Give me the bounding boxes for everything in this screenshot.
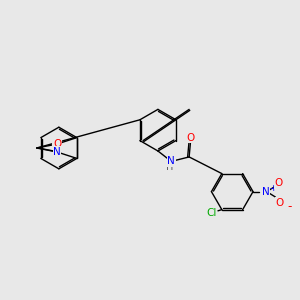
Text: O: O (187, 133, 195, 142)
Text: H: H (166, 162, 173, 172)
Text: N: N (262, 187, 269, 196)
Text: O: O (53, 139, 61, 149)
Text: Cl: Cl (206, 208, 217, 218)
Text: -: - (287, 200, 292, 213)
Text: +: + (269, 184, 277, 193)
Text: N: N (167, 156, 175, 167)
Text: O: O (274, 178, 282, 188)
Text: O: O (276, 198, 284, 208)
Text: N: N (53, 147, 61, 157)
